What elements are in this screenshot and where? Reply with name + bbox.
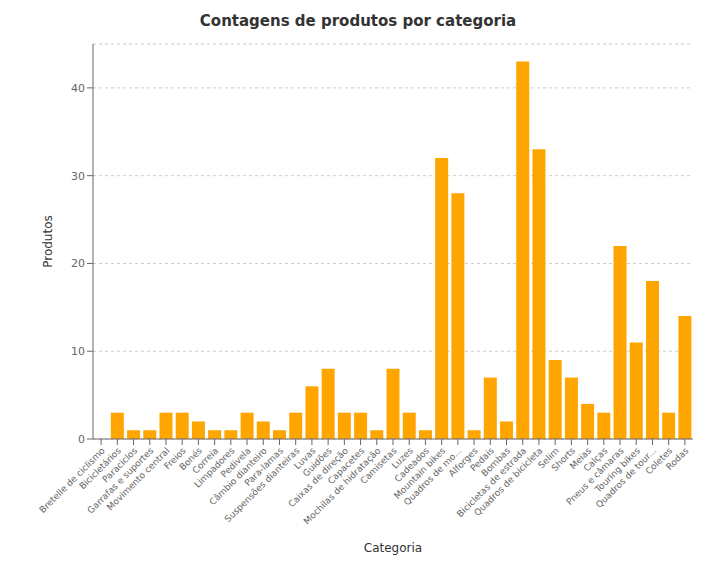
svg-text:Garrafas e suportes: Garrafas e suportes (85, 445, 155, 515)
svg-text:Coletes: Coletes (643, 445, 675, 477)
svg-text:Câmbio dianteiro: Câmbio dianteiro (207, 445, 269, 508)
svg-text:Correia: Correia (190, 445, 221, 476)
svg-text:Bicicletas de estrada: Bicicletas de estrada (455, 446, 529, 520)
svg-text:Categoria: Categoria (364, 541, 422, 555)
svg-text:Para-lamas: Para-lamas (242, 445, 286, 488)
svg-text:Calças: Calças (581, 445, 610, 474)
svg-text:30: 30 (71, 170, 85, 183)
svg-text:Meias: Meias (567, 445, 594, 472)
svg-text:Luvas: Luvas (292, 445, 318, 472)
svg-text:Produtos: Produtos (41, 215, 55, 268)
svg-text:Mountain bikes: Mountain bikes (392, 445, 448, 501)
svg-text:Quadros de bicicleta: Quadros de bicicleta (472, 446, 544, 518)
html-text:Contagens de produtos por cate: Contagens de produtos por categoria (199, 12, 517, 30)
svg-text:Capacetes: Capacetes (325, 445, 367, 487)
svg-text:Camisetas: Camisetas (358, 445, 399, 486)
svg-text:Pedais: Pedais (468, 445, 496, 474)
svg-text:Movimento central: Movimento central (105, 446, 172, 513)
svg-text:Cadeados: Cadeados (392, 445, 432, 485)
svg-text:Bonés: Bonés (177, 445, 205, 473)
svg-text:Caixas de direção: Caixas de direção (286, 445, 350, 510)
svg-text:20: 20 (71, 257, 85, 270)
svg-text:Quadros de tour...: Quadros de tour... (594, 446, 658, 510)
svg-text:40: 40 (71, 82, 85, 95)
svg-text:0: 0 (78, 433, 85, 446)
svg-text:Selim: Selim (536, 445, 561, 471)
svg-text:Paraciclos: Paraciclos (100, 445, 140, 485)
svg-text:Limpadores: Limpadores (192, 445, 237, 490)
svg-text:Shorts: Shorts (549, 445, 577, 474)
svg-text:Rodas: Rodas (664, 445, 691, 472)
svg-text:Bicicletários: Bicicletários (77, 445, 123, 492)
svg-text:Mochilas de hidratação: Mochilas de hidratação (302, 445, 383, 526)
svg-text:Bombas: Bombas (479, 445, 513, 479)
svg-text:Touring bikes: Touring bikes (593, 445, 642, 495)
svg-text:Pedivela: Pedivela (218, 445, 253, 480)
svg-text:Quadros de mo...: Quadros de mo... (401, 445, 464, 508)
svg-text:Suspensões dianteiras: Suspensões dianteiras (223, 445, 302, 524)
svg-text:Bretelle de ciclismo: Bretelle de ciclismo (37, 445, 107, 515)
svg-text:Guidões: Guidões (300, 445, 334, 479)
svg-text:Pneus e câmaras: Pneus e câmaras (564, 445, 626, 507)
svg-text:Freios: Freios (162, 445, 188, 472)
svg-text:Alforges: Alforges (446, 445, 480, 479)
svg-text:10: 10 (71, 345, 85, 358)
svg-text:Luzes: Luzes (389, 445, 415, 471)
